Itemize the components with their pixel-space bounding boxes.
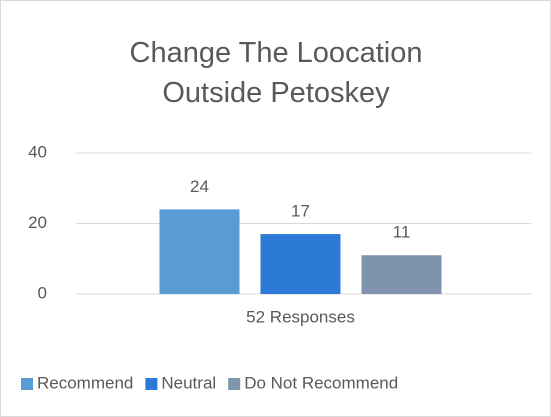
legend-label: Recommend <box>37 373 133 392</box>
value-label: 17 <box>291 202 310 221</box>
y-tick-label: 20 <box>28 213 47 232</box>
legend-swatch <box>228 378 241 390</box>
legend-label: Do Not Recommend <box>244 373 398 392</box>
bar <box>260 234 341 294</box>
legend-swatch <box>145 378 158 390</box>
y-tick-label: 0 <box>38 283 47 302</box>
bar <box>361 255 442 294</box>
bar <box>159 209 240 294</box>
legend-label: Neutral <box>161 373 216 392</box>
chart-title: Change The Loocation Outside Petoskey <box>129 37 423 109</box>
legend-swatch <box>21 378 33 390</box>
value-label: 24 <box>190 177 209 196</box>
x-tick-label: 52 Responses <box>246 307 355 326</box>
y-tick-label: 40 <box>28 142 47 161</box>
value-label: 11 <box>393 223 411 242</box>
